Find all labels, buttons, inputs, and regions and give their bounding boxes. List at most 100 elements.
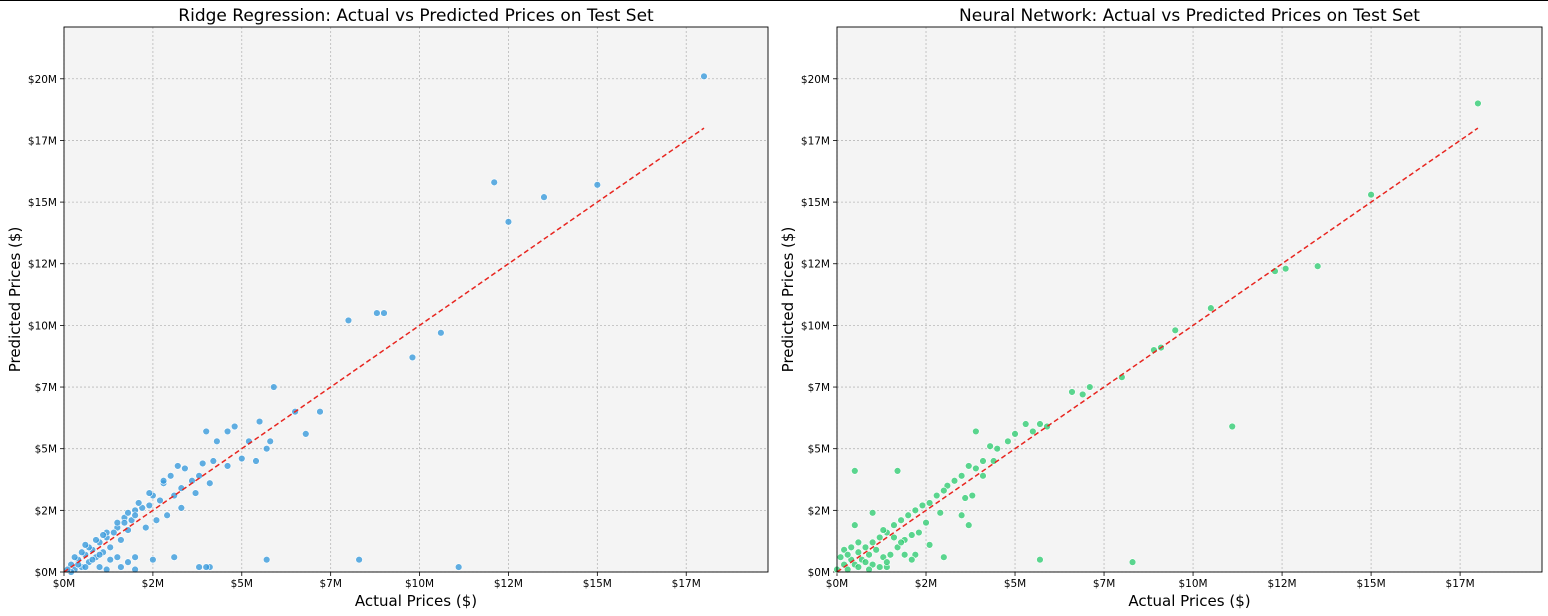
ridge-data-point <box>188 477 196 485</box>
nn-data-point <box>932 491 941 500</box>
nn-data-point <box>950 477 959 485</box>
nn-data-point <box>1313 262 1322 270</box>
nn-data-point <box>904 511 912 519</box>
nn-x-tick-label: $15M <box>1357 578 1386 590</box>
nn-data-point <box>915 528 923 537</box>
nn-data-point <box>972 464 980 473</box>
ridge-data-point <box>177 504 186 512</box>
ridge-data-point <box>209 457 218 465</box>
nn-data-point <box>868 560 877 569</box>
ridge-data-point <box>152 516 161 524</box>
nn-data-point <box>900 551 909 559</box>
ridge-x-tick-label: $2M <box>142 578 164 590</box>
nn-data-point <box>1086 383 1094 391</box>
ridge-data-point <box>74 560 82 569</box>
nn-data-point <box>1228 422 1236 431</box>
nn-data-point <box>979 457 987 465</box>
ridge-data-point <box>120 518 129 527</box>
nn-data-point <box>1068 388 1076 396</box>
nn-data-point <box>868 538 877 547</box>
ridge-data-point <box>131 565 139 574</box>
ridge-data-point <box>504 218 513 226</box>
ridge-data-point <box>166 472 175 480</box>
nn-data-point <box>957 472 966 480</box>
nn-data-point <box>890 533 898 542</box>
nn-x-axis-label: Actual Prices ($) <box>1128 592 1250 610</box>
nn-data-point <box>861 543 870 552</box>
nn-data-point <box>890 521 898 529</box>
nn-data-point <box>1128 558 1137 566</box>
ridge-x-tick-label: $10M <box>405 578 434 590</box>
ridge-data-point <box>230 422 239 431</box>
nn-data-point <box>886 551 895 559</box>
nn-data-point <box>957 511 966 519</box>
nn-data-point <box>911 551 920 559</box>
nn-data-point <box>897 538 905 547</box>
ridge-data-point <box>202 427 210 436</box>
nn-y-tick-label: $7M <box>808 382 830 394</box>
ridge-plot-frame <box>63 26 769 573</box>
nn-data-point <box>1004 437 1012 445</box>
nn-ticks: $0M $2M $5M $7M $10M $12M $15M $17M $0M $2M $5M $7M… <box>801 74 1475 590</box>
nn-data-point <box>940 486 948 495</box>
ridge-data-point <box>110 528 118 537</box>
ridge-y-axis-label: Predicted Prices ($) <box>6 227 24 373</box>
nn-data-point <box>876 533 884 542</box>
ridge-data-point <box>252 457 260 465</box>
ridge-data-point <box>238 454 246 463</box>
ridge-data-point <box>202 563 210 571</box>
ridge-data-point <box>437 329 445 337</box>
nn-x-tick-label: $7M <box>1093 578 1115 590</box>
nn-plot-frame <box>836 26 1543 573</box>
ridge-data-point <box>454 563 463 571</box>
ridge-data-point <box>145 489 154 497</box>
nn-data-point <box>1367 190 1375 199</box>
nn-data-point <box>1078 390 1087 399</box>
nn-x-tick-label: $12M <box>1268 578 1297 590</box>
ridge-x-tick-label: $15M <box>583 578 612 590</box>
ridge-data-point <box>106 543 114 552</box>
nn-data-point <box>854 548 863 556</box>
ridge-data-point <box>88 555 97 564</box>
ridge-data-point <box>131 511 139 519</box>
ridge-data-point <box>127 516 136 524</box>
ridge-data-point <box>593 181 602 189</box>
ridge-data-point <box>138 504 146 512</box>
ridge-y-tick-label: $17M <box>28 135 57 147</box>
ridge-data-point <box>117 536 125 544</box>
ridge-data-point <box>145 501 154 510</box>
nn-data-point <box>876 563 884 571</box>
nn-data-point <box>854 538 863 547</box>
ridge-gridlines <box>63 27 768 573</box>
ridge-data-point <box>163 511 171 519</box>
ridge-data-point <box>131 553 139 561</box>
ridge-data-point <box>113 518 122 527</box>
nn-data-point <box>1022 420 1030 428</box>
ridge-data-point <box>540 193 548 201</box>
nn-data-point <box>1011 430 1019 438</box>
ridge-data-point <box>81 563 90 571</box>
ridge-data-point <box>262 555 271 564</box>
nn-chart: $0M $2M $5M $7M $10M $12M $15M $17M $0M $2M $5M $7M… <box>779 6 1543 610</box>
ridge-plot-area <box>64 27 768 572</box>
nn-data-point <box>908 531 916 539</box>
ridge-x-tick-label: $7M <box>319 578 341 590</box>
nn-data-point <box>883 558 891 566</box>
nn-data-point <box>925 541 934 549</box>
ridge-data-point <box>124 558 132 566</box>
nn-data-point <box>843 551 852 559</box>
ridge-data-point <box>302 430 310 438</box>
nn-y-tick-label: $0M <box>808 567 830 579</box>
ridge-x-tick-label: $0M <box>53 578 75 590</box>
nn-y-tick-label: $12M <box>801 259 830 271</box>
ridge-y-tick-label: $20M <box>28 74 57 86</box>
nn-data-point <box>1029 427 1037 436</box>
ridge-data-point <box>78 548 86 556</box>
nn-data-point <box>908 555 916 564</box>
nn-x-tick-label: $10M <box>1179 578 1208 590</box>
ridge-data-point <box>134 499 143 507</box>
ridge-y-tick-label: $2M <box>35 505 57 517</box>
nn-x-tick-label: $5M <box>1004 578 1026 590</box>
ridge-data-point <box>70 553 79 561</box>
nn-data-point <box>965 521 973 529</box>
